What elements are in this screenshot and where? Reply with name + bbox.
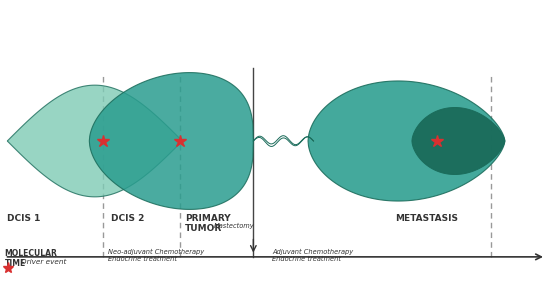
Polygon shape <box>308 81 505 201</box>
Text: METASTASIS: METASTASIS <box>395 213 459 222</box>
Text: Driver event: Driver event <box>21 259 67 265</box>
Polygon shape <box>89 72 254 210</box>
Polygon shape <box>412 107 505 175</box>
Text: Neo-adjuvant Chemotherapy
Endocrine treatment: Neo-adjuvant Chemotherapy Endocrine trea… <box>108 248 205 262</box>
Text: MOLECULAR
TIME: MOLECULAR TIME <box>4 248 57 268</box>
Text: Adjuvant Chemotherapy
Endocrine treatment: Adjuvant Chemotherapy Endocrine treatmen… <box>272 248 354 262</box>
Polygon shape <box>7 85 182 197</box>
Text: Mastectomy: Mastectomy <box>214 223 255 230</box>
Text: PRIMARY
TUMOR: PRIMARY TUMOR <box>185 213 230 233</box>
Text: DCIS 2: DCIS 2 <box>111 213 145 222</box>
Text: DCIS 1: DCIS 1 <box>7 213 41 222</box>
